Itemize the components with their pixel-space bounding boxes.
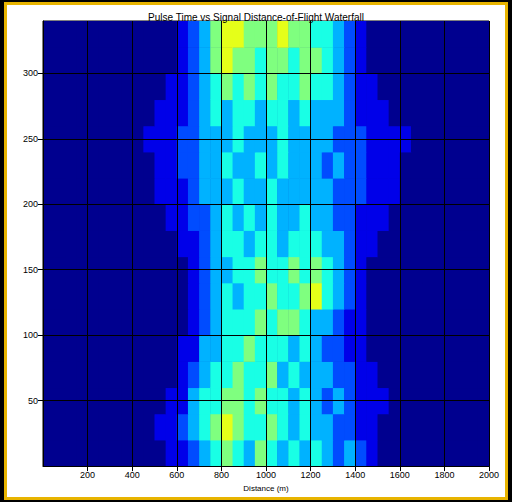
svg-text:1800: 1800 (434, 470, 454, 480)
svg-text:150: 150 (23, 265, 38, 275)
svg-text:200: 200 (80, 470, 95, 480)
svg-text:100: 100 (23, 330, 38, 340)
svg-text:300: 300 (23, 68, 38, 78)
svg-text:1600: 1600 (390, 470, 410, 480)
svg-text:800: 800 (214, 470, 229, 480)
svg-text:1000: 1000 (256, 470, 276, 480)
svg-text:250: 250 (23, 134, 38, 144)
svg-text:600: 600 (169, 470, 184, 480)
svg-text:50: 50 (28, 396, 38, 406)
svg-text:Distance (m): Distance (m) (243, 484, 289, 493)
svg-text:2000: 2000 (479, 470, 499, 480)
svg-text:1200: 1200 (301, 470, 321, 480)
svg-text:1400: 1400 (345, 470, 365, 480)
svg-text:400: 400 (125, 470, 140, 480)
svg-text:Pulse Time vs Signal Distance-: Pulse Time vs Signal Distance-of-Flight … (148, 12, 364, 23)
svg-text:200: 200 (23, 199, 38, 209)
